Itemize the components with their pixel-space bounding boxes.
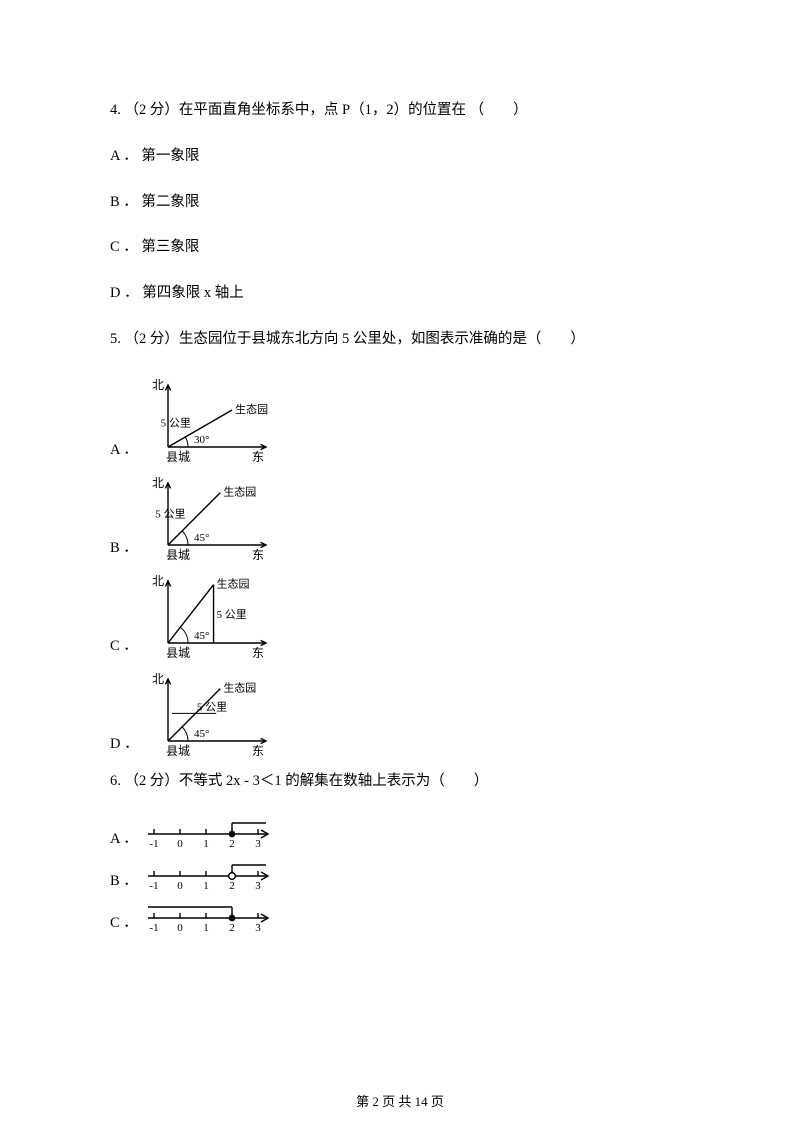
q5-opt-c: C ． 北东 县城 45° 生态园 5 公里 bbox=[110, 571, 690, 659]
svg-text:3: 3 bbox=[255, 880, 261, 892]
svg-text:2: 2 bbox=[229, 838, 235, 850]
svg-text:3: 3 bbox=[255, 838, 261, 850]
svg-text:生态园: 生态园 bbox=[235, 402, 268, 416]
svg-text:北: 北 bbox=[152, 378, 164, 392]
q6-opt-c-letter: C ． bbox=[110, 911, 144, 936]
q6-numberline-a: -1 0 1 2 3 bbox=[144, 816, 289, 852]
q6-opt-b: B ． -1 0 1 2 3 bbox=[110, 858, 690, 894]
svg-text:东: 东 bbox=[252, 450, 264, 463]
q5-opt-a: A ． 北东 县城 30° 生态园 5 公里 bbox=[110, 375, 690, 463]
q5-diagram-d: 北东 县城 45° 生态园 5 公里 bbox=[144, 669, 284, 757]
svg-text:0: 0 bbox=[177, 880, 183, 892]
svg-text:县城: 县城 bbox=[166, 744, 190, 757]
page-footer: 第 2 页 共 14 页 bbox=[0, 1091, 800, 1110]
q6-opt-b-letter: B ． bbox=[110, 869, 144, 894]
svg-text:东: 东 bbox=[252, 646, 264, 659]
q5-opt-a-letter: A ． bbox=[110, 438, 144, 463]
q5-opt-b-letter: B ． bbox=[110, 536, 144, 561]
svg-text:-1: -1 bbox=[149, 838, 158, 850]
svg-text:30°: 30° bbox=[194, 434, 209, 446]
svg-text:3: 3 bbox=[255, 922, 261, 934]
q4-opt-c: C ． 第三象限 bbox=[110, 237, 690, 259]
svg-text:2: 2 bbox=[229, 922, 235, 934]
svg-text:1: 1 bbox=[203, 880, 209, 892]
q6-opt-a-letter: A ． bbox=[110, 827, 144, 852]
svg-text:1: 1 bbox=[203, 838, 209, 850]
q5-opt-b: B ． 北东 县城 45° 生态园 5 公里 bbox=[110, 473, 690, 561]
q6-numberline-c: -1 0 1 2 3 bbox=[144, 900, 289, 936]
page-root: 4. （2 分）在平面直角坐标系中，点 P（1，2）的位置在 （ ） A ． 第… bbox=[0, 0, 800, 1132]
q4-opt-b: B ． 第二象限 bbox=[110, 192, 690, 214]
svg-text:5 公里: 5 公里 bbox=[161, 416, 191, 429]
q6-opt-c: C ． -1 0 1 2 3 bbox=[110, 900, 690, 936]
svg-text:生态园: 生态园 bbox=[217, 576, 250, 590]
svg-text:-1: -1 bbox=[149, 880, 158, 892]
svg-text:生态园: 生态园 bbox=[223, 484, 256, 498]
svg-text:县城: 县城 bbox=[166, 548, 190, 561]
svg-text:5 公里: 5 公里 bbox=[155, 507, 185, 520]
q5-stem: 5. （2 分）生态园位于县城东北方向 5 公里处，如图表示准确的是（ ） bbox=[110, 329, 690, 351]
svg-text:县城: 县城 bbox=[166, 646, 190, 659]
svg-text:北: 北 bbox=[152, 574, 164, 588]
q5-opt-d-letter: D ． bbox=[110, 732, 144, 757]
svg-text:5 公里: 5 公里 bbox=[217, 607, 247, 620]
svg-text:东: 东 bbox=[252, 548, 264, 561]
svg-text:1: 1 bbox=[203, 922, 209, 934]
q6-stem: 6. （2 分）不等式 2x - 3＜1 的解集在数轴上表示为（ ） bbox=[110, 771, 690, 793]
svg-text:45°: 45° bbox=[194, 532, 209, 544]
q6-opt-a: A ． -1 0 1 2 3 bbox=[110, 816, 690, 852]
q6-numberline-b: -1 0 1 2 3 bbox=[144, 858, 289, 894]
svg-text:0: 0 bbox=[177, 838, 183, 850]
svg-text:生态园: 生态园 bbox=[223, 680, 256, 694]
svg-text:东: 东 bbox=[252, 744, 264, 757]
svg-text:5 公里: 5 公里 bbox=[197, 700, 227, 713]
q5-opt-c-letter: C ． bbox=[110, 634, 144, 659]
svg-text:45°: 45° bbox=[194, 728, 209, 740]
q4-stem: 4. （2 分）在平面直角坐标系中，点 P（1，2）的位置在 （ ） bbox=[110, 100, 690, 122]
svg-text:0: 0 bbox=[177, 922, 183, 934]
q5-opt-d: D ． 北东 县城 45° 生态园 5 公里 bbox=[110, 669, 690, 757]
svg-text:北: 北 bbox=[152, 476, 164, 490]
svg-text:北: 北 bbox=[152, 672, 164, 686]
svg-text:2: 2 bbox=[229, 880, 235, 892]
svg-text:县城: 县城 bbox=[166, 450, 190, 463]
svg-text:45°: 45° bbox=[194, 630, 209, 642]
q5-diagram-b: 北东 县城 45° 生态园 5 公里 bbox=[144, 473, 284, 561]
q5-diagram-c: 北东 县城 45° 生态园 5 公里 bbox=[144, 571, 284, 659]
q4-opt-a: A ． 第一象限 bbox=[110, 146, 690, 168]
q5-diagram-a: 北东 县城 30° 生态园 5 公里 bbox=[144, 375, 284, 463]
q4-opt-d: D ． 第四象限 x 轴上 bbox=[110, 283, 690, 305]
svg-text:-1: -1 bbox=[149, 922, 158, 934]
